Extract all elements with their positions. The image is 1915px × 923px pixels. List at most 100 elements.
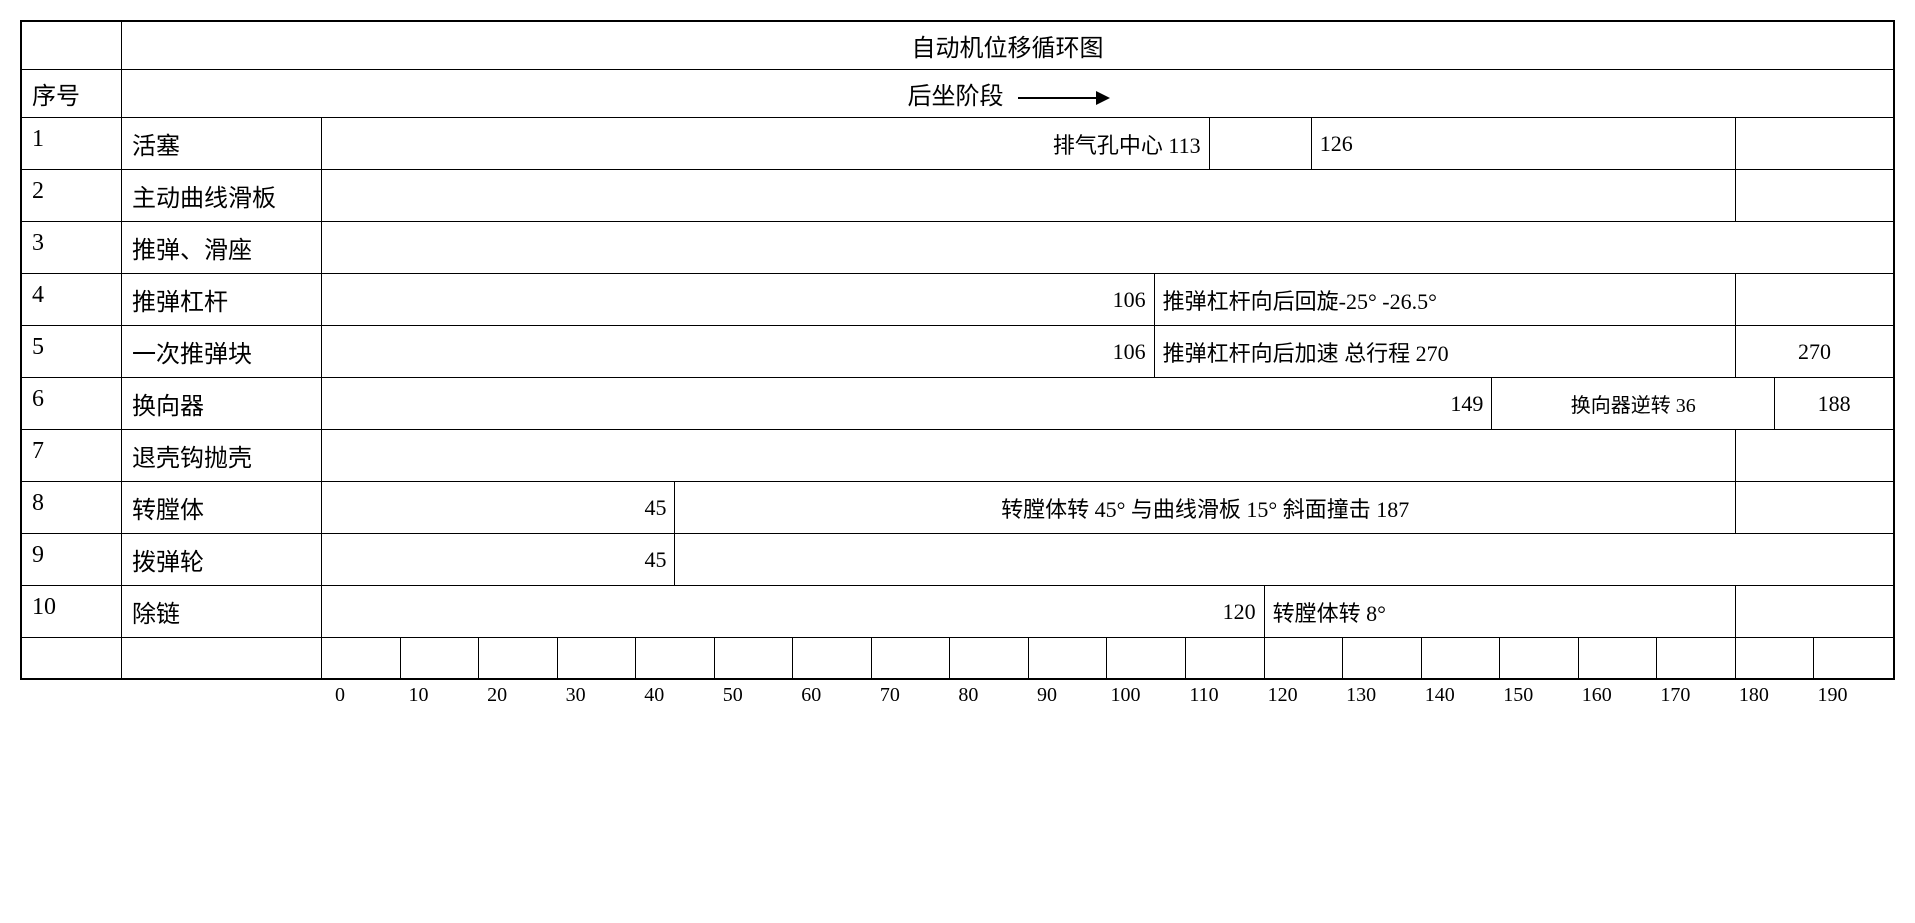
scale-label: 130 — [1346, 684, 1376, 707]
scale-name-empty — [122, 638, 322, 678]
segment — [1736, 430, 1893, 481]
name-cell: 拨弹轮 — [122, 534, 322, 585]
phase-header: 后坐阶段 — [122, 70, 1893, 117]
timeline-cell — [322, 170, 1893, 221]
scale-label: 190 — [1817, 684, 1847, 707]
timeline-cell: 106推弹杠杆向后回旋-25° -26.5° — [322, 274, 1893, 325]
scale-tick — [715, 638, 794, 678]
scale-label: 10 — [409, 684, 429, 707]
scale-label: 140 — [1425, 684, 1455, 707]
segment — [1736, 274, 1893, 325]
seq-cell: 10 — [22, 586, 122, 637]
header-row: 序号 后坐阶段 — [22, 70, 1893, 118]
scale-labels: 0 10 20 30 40 50 60 70 80 90 100 110 120 130 140 150 160… — [20, 684, 1895, 710]
segment — [1210, 118, 1312, 169]
scale-tick — [1343, 638, 1422, 678]
segment: 106 — [322, 326, 1155, 377]
seq-cell: 6 — [22, 378, 122, 429]
segment: 排气孔中心 113 — [322, 118, 1210, 169]
name-cell: 推弹、滑座 — [122, 222, 322, 273]
phase-label: 后坐阶段 — [908, 84, 1004, 110]
title-row: 自动机位移循环图 — [22, 22, 1893, 70]
segment: 120 — [322, 586, 1265, 637]
scale-tick — [1265, 638, 1344, 678]
segment — [1736, 482, 1893, 533]
table-row: 7退壳钩抛壳 — [22, 430, 1893, 482]
segment: 换向器逆转 36 — [1492, 378, 1775, 429]
segment — [1736, 170, 1893, 221]
name-cell: 退壳钩抛壳 — [122, 430, 322, 481]
seq-header: 序号 — [22, 70, 122, 117]
scale-label: 0 — [335, 684, 345, 707]
seq-cell: 9 — [22, 534, 122, 585]
segment — [1736, 586, 1893, 637]
scale-tick — [1814, 638, 1893, 678]
scale-tick — [1500, 638, 1579, 678]
scale-label: 120 — [1268, 684, 1298, 707]
name-cell: 活塞 — [122, 118, 322, 169]
segment: 推弹杠杆向后回旋-25° -26.5° — [1155, 274, 1736, 325]
timeline-cell: 149换向器逆转 36188 — [322, 378, 1893, 429]
segment — [322, 170, 1736, 221]
segment: 45 — [322, 534, 675, 585]
scale-tick — [322, 638, 401, 678]
timeline-cell — [322, 222, 1893, 273]
scale-label: 70 — [880, 684, 900, 707]
scale-tick — [1579, 638, 1658, 678]
segment: 45 — [322, 482, 675, 533]
segment: 126 — [1312, 118, 1736, 169]
scale-seq-empty — [22, 638, 122, 678]
scale-tick — [793, 638, 872, 678]
scale-row — [22, 638, 1893, 678]
scale-tick — [1657, 638, 1736, 678]
segment: 106 — [322, 274, 1155, 325]
scale-tick — [1186, 638, 1265, 678]
scale-label: 30 — [566, 684, 586, 707]
table-row: 3推弹、滑座 — [22, 222, 1893, 274]
scale-label: 110 — [1189, 684, 1218, 707]
scale-label: 100 — [1111, 684, 1141, 707]
table-row: 10除链120转膛体转 8° — [22, 586, 1893, 638]
scale-label: 160 — [1582, 684, 1612, 707]
seq-cell: 4 — [22, 274, 122, 325]
rows-container: 1活塞排气孔中心 1131262主动曲线滑板3推弹、滑座4推弹杠杆106推弹杠杆… — [22, 118, 1893, 638]
scale-label: 50 — [723, 684, 743, 707]
scale-tick — [950, 638, 1029, 678]
scale-label: 20 — [487, 684, 507, 707]
scale-label: 180 — [1739, 684, 1769, 707]
timeline-cell: 106推弹杠杆向后加速 总行程 270270 — [322, 326, 1893, 377]
table-row: 8转膛体45转膛体转 45° 与曲线滑板 15° 斜面撞击 187 — [22, 482, 1893, 534]
scale-tick — [1736, 638, 1815, 678]
segment — [322, 430, 1736, 481]
seq-cell: 5 — [22, 326, 122, 377]
scale-label: 40 — [644, 684, 664, 707]
scale-label: 150 — [1503, 684, 1533, 707]
table-row: 1活塞排气孔中心 113126 — [22, 118, 1893, 170]
name-cell: 推弹杠杆 — [122, 274, 322, 325]
timeline-cell: 120转膛体转 8° — [322, 586, 1893, 637]
segment: 270 — [1736, 326, 1893, 377]
scale-label: 90 — [1037, 684, 1057, 707]
timeline-cell — [322, 430, 1893, 481]
title-seq-empty — [22, 22, 122, 69]
timeline-cell: 45 — [322, 534, 1893, 585]
segment — [1736, 118, 1893, 169]
scale-label: 80 — [958, 684, 978, 707]
segment: 149 — [322, 378, 1492, 429]
segment: 转膛体转 8° — [1265, 586, 1736, 637]
segment — [322, 222, 1893, 273]
table-row: 5一次推弹块106推弹杠杆向后加速 总行程 270270 — [22, 326, 1893, 378]
segment: 推弹杠杆向后加速 总行程 270 — [1155, 326, 1736, 377]
seq-cell: 7 — [22, 430, 122, 481]
segment: 188 — [1775, 378, 1893, 429]
name-cell: 一次推弹块 — [122, 326, 322, 377]
table-row: 6换向器149换向器逆转 36188 — [22, 378, 1893, 430]
seq-cell: 8 — [22, 482, 122, 533]
name-cell: 换向器 — [122, 378, 322, 429]
scale-label: 60 — [801, 684, 821, 707]
timeline-cell: 45转膛体转 45° 与曲线滑板 15° 斜面撞击 187 — [322, 482, 1893, 533]
arrow-icon — [1018, 97, 1108, 99]
scale-tick — [872, 638, 951, 678]
scale-tick — [636, 638, 715, 678]
scale-tick — [558, 638, 637, 678]
